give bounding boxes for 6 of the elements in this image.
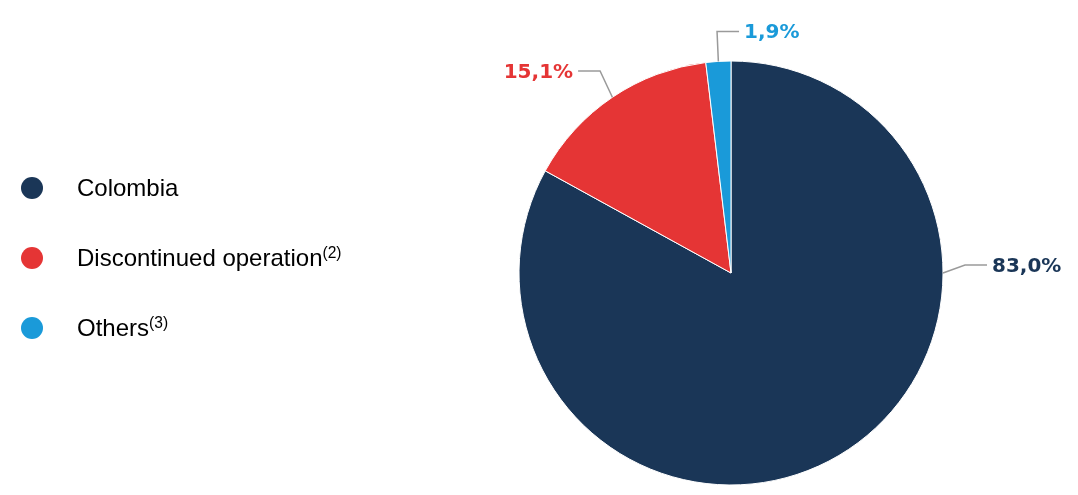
legend-label: Discontinued operation$^{(2)}$ [77, 243, 342, 272]
legend-label: Colombia [77, 174, 180, 202]
data-label: 15,1% [503, 59, 574, 84]
data-label: 1,9% [744, 19, 800, 44]
data-label: 83,0% [992, 253, 1062, 277]
legend-label: Others$^{(3)}$ [77, 313, 169, 342]
